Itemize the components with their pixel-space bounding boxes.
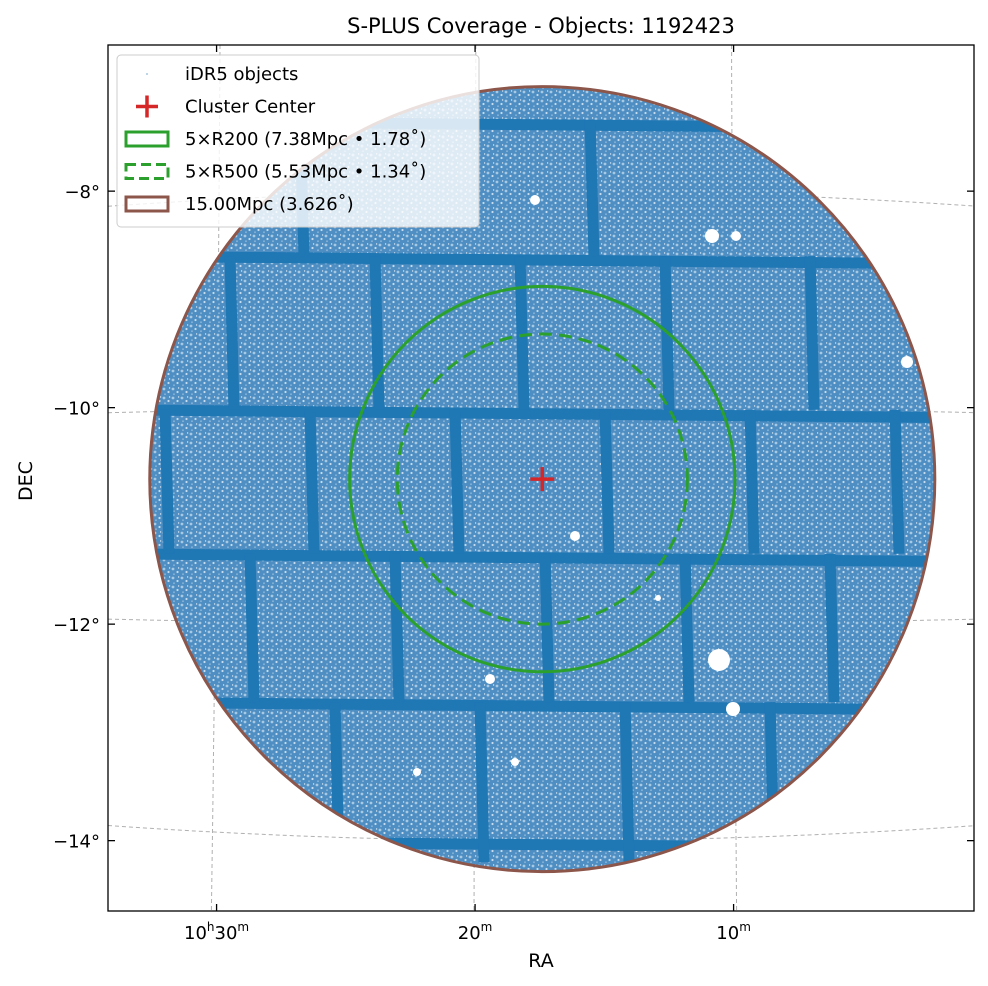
seam-vertical bbox=[619, 701, 635, 863]
seam-horizontal bbox=[149, 696, 935, 716]
seam-vertical bbox=[744, 409, 760, 554]
masked-star bbox=[726, 702, 740, 716]
seam-vertical bbox=[449, 409, 465, 554]
coverage-footprint bbox=[148, 85, 937, 874]
seam-vertical bbox=[539, 553, 555, 703]
seam-vertical bbox=[804, 255, 820, 410]
x-tick-label: 10h30m bbox=[184, 920, 249, 944]
legend-swatch-circle bbox=[124, 195, 170, 213]
seam-vertical bbox=[244, 553, 260, 703]
masked-star bbox=[731, 231, 741, 241]
radius-circle bbox=[148, 85, 937, 874]
seam-vertical bbox=[159, 409, 175, 554]
legend-label: 5×R500 (5.53Mpc • 1.34˚) bbox=[185, 162, 426, 183]
seam-vertical bbox=[599, 409, 615, 554]
grid-line-ra bbox=[210, 45, 221, 911]
x-axis-label: RA bbox=[528, 950, 553, 972]
masked-star bbox=[570, 531, 580, 541]
masked-star bbox=[530, 195, 540, 205]
seam-vertical bbox=[889, 409, 905, 554]
masked-star bbox=[413, 768, 421, 776]
legend: iDR5 objects Cluster Center 5×R200 (7.38Mp… bbox=[116, 54, 480, 228]
legend-label: Cluster Center bbox=[185, 97, 316, 118]
y-tick-label: −10° bbox=[53, 399, 100, 420]
x-tick-label-part: m bbox=[739, 920, 751, 934]
seam-vertical bbox=[584, 120, 600, 257]
grid-line-dec bbox=[108, 190, 974, 207]
x-tick-label: 10m bbox=[716, 920, 751, 944]
masked-star bbox=[655, 595, 661, 601]
x-tick-label-part: h bbox=[207, 920, 215, 934]
x-tick-label-part: 10 bbox=[184, 923, 207, 944]
seam-horizontal bbox=[149, 404, 935, 424]
seam-vertical bbox=[474, 701, 490, 863]
axis-ticks: −8°−10°−12°−14°10h30m 20m 10m bbox=[53, 45, 974, 944]
legend-label: iDR5 objects bbox=[185, 64, 298, 85]
y-tick-label: −12° bbox=[53, 615, 100, 636]
grid-line-dec bbox=[108, 825, 974, 842]
seam-vertical bbox=[304, 409, 320, 554]
radius-circle bbox=[395, 332, 689, 626]
x-tick-label: 20m bbox=[458, 920, 493, 944]
x-tick-label-part: 10 bbox=[716, 923, 739, 944]
legend-label: 5×R200 (7.38Mpc • 1.78˚) bbox=[185, 129, 426, 150]
x-tick-label-part: 20 bbox=[458, 923, 481, 944]
masked-star bbox=[511, 758, 519, 766]
seam-vertical bbox=[224, 255, 240, 410]
y-tick-label: −8° bbox=[64, 182, 100, 203]
legend-label: 15.00Mpc (3.626˚) bbox=[185, 194, 354, 215]
axes-frame bbox=[107, 44, 975, 912]
masked-star bbox=[705, 229, 719, 243]
y-axis-label: DEC bbox=[15, 461, 37, 501]
legend-frame bbox=[116, 54, 480, 228]
plot-area: −8°−10°−12°−14°10h30m 20m 10m bbox=[53, 44, 975, 944]
y-tick-label: −14° bbox=[53, 832, 100, 853]
seam-vertical bbox=[389, 553, 405, 703]
legend-swatch-circle bbox=[124, 130, 170, 148]
chart-title: S-PLUS Coverage - Objects: 1192423 bbox=[347, 14, 735, 38]
masked-regions bbox=[413, 195, 913, 776]
masked-star bbox=[901, 356, 913, 368]
masked-star bbox=[485, 674, 495, 684]
radius-circle bbox=[348, 284, 737, 674]
legend-swatch-points bbox=[146, 73, 148, 75]
seam-vertical bbox=[514, 255, 530, 410]
x-tick-label-part: m bbox=[481, 920, 493, 934]
seam-vertical bbox=[679, 553, 695, 703]
masked-star bbox=[708, 649, 730, 671]
x-tick-label-part: m bbox=[237, 920, 249, 934]
seam-horizontal bbox=[149, 250, 935, 270]
seam-vertical bbox=[369, 255, 385, 410]
seam-vertical bbox=[824, 553, 840, 703]
x-tick-label-part: 30 bbox=[215, 923, 238, 944]
legend-swatch-circle bbox=[124, 163, 170, 180]
